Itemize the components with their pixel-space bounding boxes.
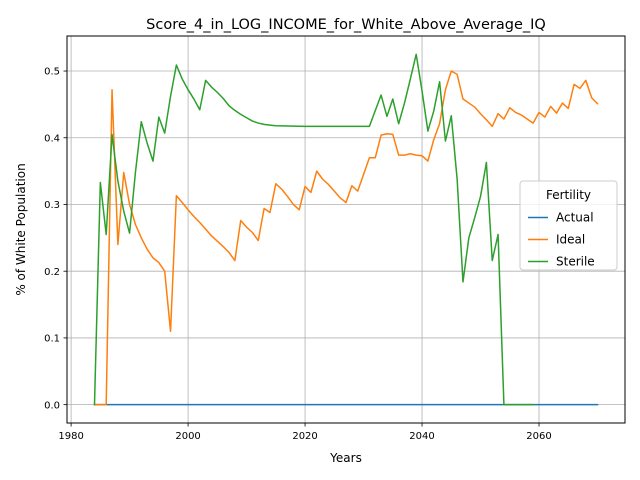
series-lines	[93, 53, 599, 406]
legend-label-actual: Actual	[556, 211, 594, 225]
y-tick-label: 0.5	[44, 67, 60, 78]
y-tick-label: 0.3	[44, 200, 60, 211]
x-axis-label: Years	[329, 451, 362, 465]
legend-label-ideal: Ideal	[556, 233, 585, 247]
x-tick-label: 2020	[292, 431, 317, 442]
y-tick-label: 0.2	[44, 267, 60, 278]
legend-title: Fertility	[546, 188, 591, 202]
legend: Fertility Actual Ideal Sterile	[519, 180, 618, 271]
chart-title: Score_4_in_LOG_INCOME_for_White_Above_Av…	[146, 17, 546, 33]
x-tick-label: 2040	[409, 431, 434, 442]
series-line-ideal	[93, 70, 599, 406]
y-tick-label: 0.1	[44, 334, 60, 345]
y-axis-label: % of White Population	[14, 163, 28, 295]
x-tick-label: 2000	[175, 431, 200, 442]
x-tick-label: 1980	[58, 431, 83, 442]
grid	[67, 36, 625, 423]
legend-box	[519, 180, 618, 271]
y-tick-label: 0.4	[44, 133, 60, 144]
y-tick-label: 0.0	[44, 400, 60, 411]
y-axis-ticks: 0.0 0.1 0.2 0.3 0.4 0.5	[44, 67, 67, 411]
x-tick-label: 2060	[526, 431, 551, 442]
x-axis-ticks: 1980 2000 2020 2040 2060	[58, 423, 552, 442]
legend-label-sterile: Sterile	[556, 255, 595, 269]
plot-frame	[66, 35, 626, 424]
series-line-sterile	[93, 53, 534, 406]
